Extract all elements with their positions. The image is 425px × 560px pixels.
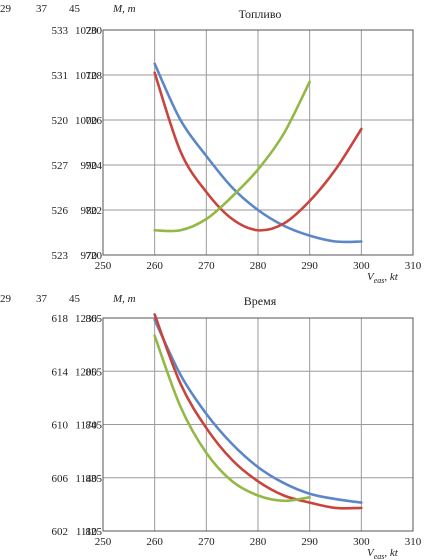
series-line-3	[153, 334, 311, 503]
column-header: 29	[0, 293, 12, 305]
series-line-2	[153, 313, 363, 510]
y-tick-label: 1170	[75, 420, 97, 432]
plot-frame	[102, 29, 414, 256]
x-axis-label-unit: , kt	[384, 547, 398, 559]
extra-axis-29-tick-label: 602	[52, 526, 69, 538]
extra-axis-29-tick-label: 618	[52, 313, 69, 325]
extra-axis-29-tick-label: 533	[52, 25, 69, 37]
y-tick-label: 1020	[75, 25, 98, 37]
y-tick-label: 1110	[76, 526, 98, 538]
series-line-1	[153, 62, 363, 244]
chart-panel-2: 250 260 270 280 290 300 310 1230 1200 1170 1140 111…	[0, 293, 422, 560]
y-tick-label: 970	[81, 250, 98, 262]
x-tick-label: 250	[95, 260, 112, 272]
series-line-2	[153, 71, 363, 232]
extra-axis-37-tick-label: 724	[86, 160, 103, 172]
y-tick-label: 1140	[75, 473, 97, 485]
extra-axis-29-tick-label: 531	[52, 70, 69, 82]
extra-axis-37-tick-label: 845	[86, 420, 103, 432]
y-tick-label: 1000	[75, 115, 98, 127]
x-tick-label: 250	[95, 536, 112, 548]
y-axis-label: M, т	[112, 3, 136, 15]
plot-frame	[102, 317, 414, 532]
extra-axis-37-tick-label: 855	[86, 366, 103, 378]
x-tick-label: 310	[405, 536, 422, 548]
x-axis-label-sub: eas	[374, 552, 385, 560]
extra-axis-29-tick-label: 606	[52, 473, 69, 485]
x-axis-label-sub: eas	[374, 276, 385, 285]
y-tick-label: 1010	[75, 70, 98, 82]
extra-axis-37-tick-label: 865	[86, 313, 103, 325]
extra-axis-37-tick-label: 722	[86, 205, 103, 217]
chart-title: Топливо	[239, 7, 282, 21]
extra-axis-37-tick-label: 728	[86, 70, 103, 82]
chart-title: Время	[244, 294, 277, 308]
extra-axis-29-tick-label: 614	[52, 366, 69, 378]
y-tick-label: 980	[81, 205, 98, 217]
x-axis-label: Veas, kt	[367, 271, 399, 285]
x-tick-label: 300	[353, 536, 370, 548]
column-header: 45	[69, 293, 81, 305]
extra-axis-29-tick-label: 520	[52, 115, 69, 127]
extra-axis-29-tick-label: 610	[52, 420, 69, 432]
extra-axis-29-tick-label: 527	[52, 160, 69, 172]
x-tick-label: 260	[146, 260, 163, 272]
x-tick-label: 300	[353, 260, 370, 272]
column-header: 37	[36, 293, 48, 305]
column-header: 37	[36, 3, 48, 15]
extra-axis-37-tick-label: 720	[86, 250, 103, 262]
x-axis-label-main: V	[367, 271, 375, 283]
extra-axis-37-tick-label: 835	[86, 473, 103, 485]
extra-axis-37-tick-label: 825	[86, 526, 103, 538]
x-tick-label: 270	[198, 260, 215, 272]
x-tick-label: 270	[198, 536, 215, 548]
chart-panel-1: 250 260 270 280 290 300 310 1020 1010 1000 990 980 9…	[0, 3, 422, 285]
column-header: 45	[69, 3, 81, 15]
x-axis-label-main: V	[367, 547, 375, 559]
x-tick-label: 290	[301, 536, 318, 548]
y-tick-label: 1200	[75, 366, 98, 378]
extra-axis-29-tick-label: 526	[52, 205, 69, 217]
y-tick-label: 990	[81, 160, 98, 172]
x-tick-label: 260	[146, 536, 163, 548]
x-axis-label-unit: , kt	[384, 271, 398, 283]
x-axis-label: Veas, kt	[367, 547, 399, 560]
extra-axis-37-tick-label: 730	[86, 25, 103, 37]
series-line-1	[153, 318, 363, 504]
series-line-3	[153, 80, 311, 233]
x-tick-label: 310	[405, 260, 422, 272]
x-tick-label: 280	[250, 536, 267, 548]
y-tick-label: 1230	[75, 313, 98, 325]
y-axis-label: M, т	[112, 293, 136, 305]
extra-axis-37-tick-label: 726	[86, 115, 103, 127]
x-tick-label: 290	[301, 260, 318, 272]
x-tick-label: 280	[250, 260, 267, 272]
column-header: 29	[0, 3, 12, 15]
extra-axis-29-tick-label: 523	[52, 250, 69, 262]
